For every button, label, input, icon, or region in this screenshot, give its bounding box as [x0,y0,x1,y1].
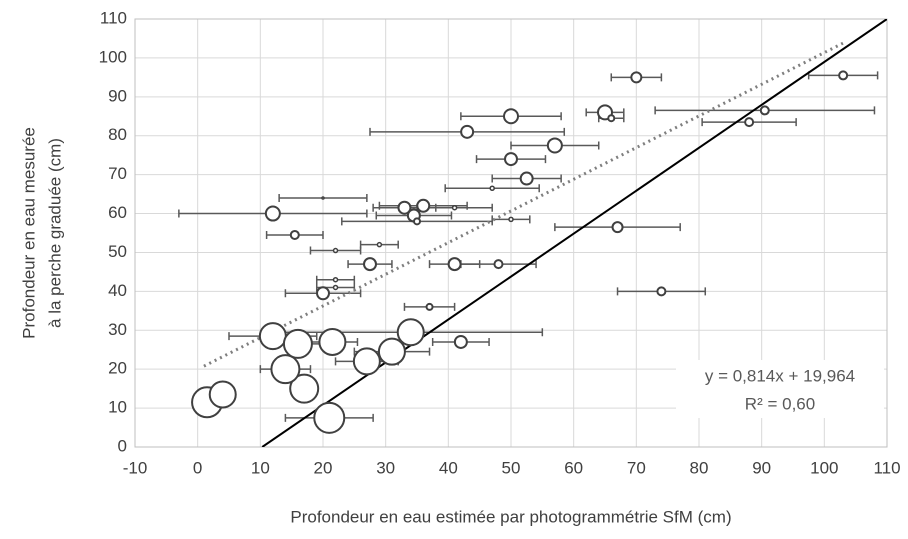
data-point [316,286,330,301]
data-point [744,117,755,128]
data-point [332,284,339,291]
data-point [264,205,281,222]
x-tick-label: -10 [123,458,148,477]
data-point [397,200,412,215]
data-point [413,217,421,226]
reference-line [261,19,887,447]
data-point [332,276,339,283]
x-tick-label: 50 [502,458,521,477]
x-tick-label: 60 [564,458,583,477]
data-point [503,108,519,125]
data-point [318,327,347,356]
x-tick-label: 30 [376,458,395,477]
data-point [519,171,534,186]
data-point [759,105,770,116]
plot-border [134,18,888,448]
data-point [504,152,518,167]
x-tick-label: 10 [251,458,270,477]
x-tick-label: 70 [627,458,646,477]
y-tick-label: 50 [108,242,127,261]
data-point [656,286,667,297]
data-point [416,198,431,213]
data-point [838,70,849,81]
data-point [321,196,325,200]
x-tick-label: 0 [193,458,202,477]
data-point [460,124,475,139]
data-point [270,354,301,385]
y-tick-label: 80 [108,125,127,144]
y-tick-label: 20 [108,359,127,378]
x-tick-label: 80 [690,458,709,477]
y-tick-label: 60 [108,203,127,222]
data-point [451,204,458,211]
trendline [203,41,844,368]
y-tick-label: 110 [100,8,127,27]
annotation: y = 0,814x + 19,964 [705,366,855,385]
data-point [289,373,320,404]
data-point [493,259,504,270]
y-tick-label: 100 [99,47,127,66]
data-point [630,71,643,84]
data-point [508,216,514,223]
data-point [607,114,616,123]
data-point [489,185,495,192]
y-axis-label: Profondeur en eau mesurée [19,127,38,339]
x-tick-label: 40 [439,458,458,477]
y-tick-label: 90 [108,86,127,105]
data-point [289,229,300,240]
annotation-bg [676,360,884,418]
data-point [313,401,346,434]
data-point [376,241,383,248]
data-point [282,328,313,359]
y-tick-label: 30 [108,320,127,339]
data-point [208,380,237,409]
x-tick-label: 100 [810,458,838,477]
x-axis-label: Profondeur en eau estimée par photogramm… [290,507,731,526]
data-point [453,334,468,349]
data-point [447,257,462,272]
data-point [546,137,563,154]
data-point [611,221,624,234]
data-point [425,302,434,311]
data-point [332,247,339,254]
data-point [396,318,425,347]
y-tick-label: 10 [108,398,127,417]
y-tick-label: 70 [108,164,127,183]
annotation: R² = 0,60 [745,394,815,413]
data-point [363,257,377,272]
x-tick-label: 110 [873,458,900,477]
x-tick-label: 90 [752,458,771,477]
data-point [258,322,287,351]
y-axis-label: à la perche graduée (cm) [45,138,64,328]
data-point [377,337,406,366]
y-tick-label: 40 [108,281,127,300]
y-tick-label: 0 [118,436,127,455]
data-point [352,347,381,376]
x-tick-label: 20 [314,458,333,477]
